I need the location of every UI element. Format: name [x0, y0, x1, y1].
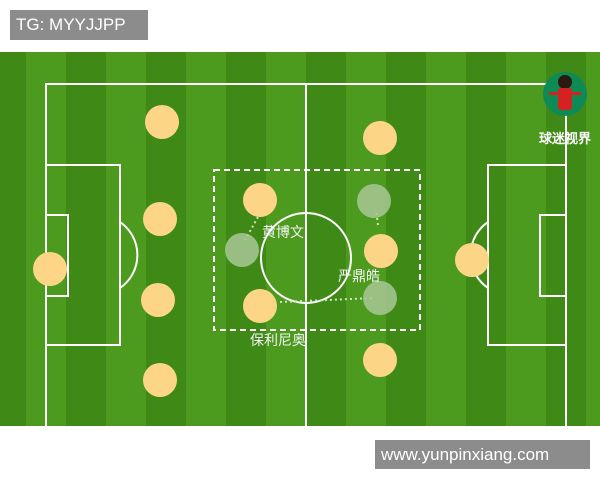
- grass-stripe: [66, 52, 106, 426]
- grass-stripe: [106, 52, 146, 426]
- grass-stripe: [186, 52, 226, 426]
- player-label-yan: 严鼎皓: [338, 269, 380, 285]
- player-target-position: [225, 233, 259, 267]
- left-penalty-arc: [119, 221, 139, 289]
- player-marker: [143, 202, 177, 236]
- grass-stripe: [266, 52, 306, 426]
- player-marker: [243, 183, 277, 217]
- player-marker: [145, 105, 179, 139]
- player-label-huang: 黄博文: [262, 225, 304, 241]
- grass-stripe: [306, 52, 346, 426]
- player-target-position: [363, 281, 397, 315]
- highlight-zone: [213, 169, 421, 331]
- watermark-top: TG: MYYJJPP: [10, 10, 148, 40]
- player-target-position: [357, 184, 391, 218]
- grass-stripe: [426, 52, 466, 426]
- grass-stripes: [0, 52, 600, 426]
- logo-text: 球迷视界: [539, 131, 591, 147]
- arrow-paulinho: [279, 297, 376, 303]
- movement-arrows: [244, 209, 379, 303]
- grass-stripe: [586, 52, 600, 426]
- player-marker: [33, 252, 67, 286]
- center-circle: [260, 212, 352, 304]
- player-marker: [243, 289, 277, 323]
- football-pitch: 球迷视界: [0, 52, 600, 426]
- player-label-paulinho: 保利尼奥: [250, 333, 306, 349]
- player-marker: [455, 243, 489, 277]
- watermark-bottom: www.yunpinxiang.com: [375, 440, 590, 469]
- player-marker: [363, 343, 397, 377]
- players: [33, 105, 489, 397]
- grass-stripe: [0, 52, 26, 426]
- player-marker: [364, 234, 398, 268]
- right-goal-box: [539, 214, 567, 297]
- grass-stripe: [466, 52, 506, 426]
- player-marker: [141, 283, 175, 317]
- logo: [543, 72, 587, 116]
- player-marker: [143, 363, 177, 397]
- player-marker: [363, 121, 397, 155]
